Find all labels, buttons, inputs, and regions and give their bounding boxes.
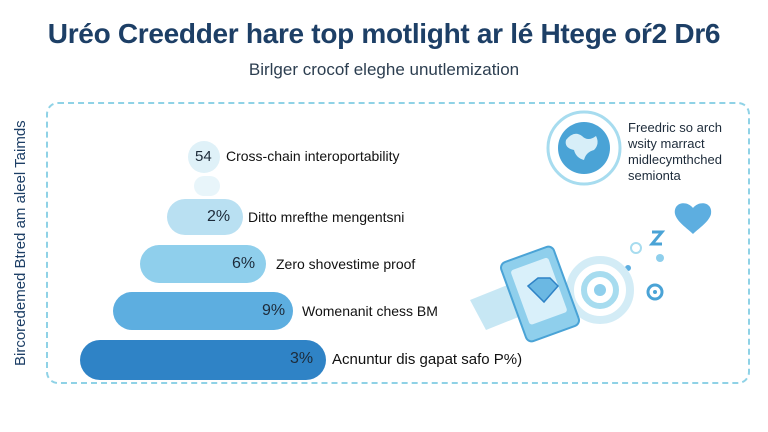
pyramid-tier-2 <box>167 199 243 235</box>
globe-icon <box>546 110 622 186</box>
tier-3-label: Zero shovestime proof <box>276 256 416 272</box>
tier-1-label: Cross-chain interoportability <box>226 148 400 164</box>
pyramid-tier-1-base <box>194 176 220 196</box>
tier-4-percentage: 9% <box>262 302 286 319</box>
network-icon <box>566 256 634 324</box>
tier-5-percentage: 3% <box>290 350 314 367</box>
tier-5-label: Acnuntur dis gapat safo P%) <box>332 351 523 368</box>
music-note-icon <box>625 230 666 271</box>
diamond-icon <box>526 277 560 304</box>
tier-2-percentage: 2% <box>207 208 231 225</box>
side-note-line: Freedric so arch <box>628 120 722 135</box>
tier-4-label: Womenanit chess BM <box>302 303 438 319</box>
pyramid-tier-4 <box>113 292 293 330</box>
page-subtitle: Birlger crocof eleghe unutlemization <box>248 60 520 79</box>
pyramid-tier-5 <box>80 340 326 380</box>
phone-icon <box>470 245 580 343</box>
tier-2-label: Ditto mrefthe mengentsni <box>248 209 405 225</box>
pyramid-tier-1 <box>188 141 220 173</box>
pyramid-tier-3 <box>140 245 266 283</box>
side-note: Freedric so arch wsity marract midlecymt… <box>628 120 748 184</box>
side-note-line: wsity marract <box>628 136 705 151</box>
side-note-line: midlecymthched <box>628 152 722 167</box>
heart-icon <box>674 203 712 234</box>
tier-1-percentage: 54 <box>195 148 212 165</box>
diagram-panel <box>46 102 750 384</box>
tier-3-percentage: 6% <box>232 255 256 272</box>
side-note-line: semionta <box>628 168 681 183</box>
gear-icon <box>646 283 664 301</box>
page-title: Uréo Creedder hare top motlight ar lé Ht… <box>47 18 721 49</box>
